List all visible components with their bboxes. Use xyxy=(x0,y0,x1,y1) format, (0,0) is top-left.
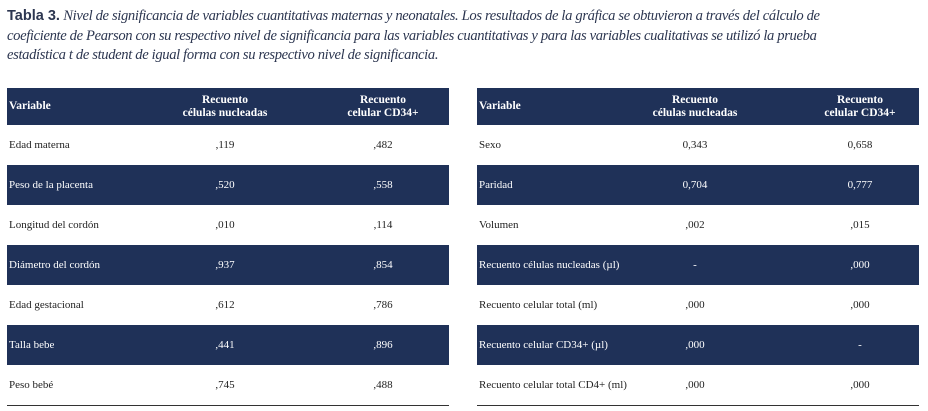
value-cell: ,015 xyxy=(850,218,870,231)
table-row: Peso bebé ,745 ,488 xyxy=(7,365,449,405)
variable-cell: Sexo xyxy=(479,138,501,151)
table-row: Recuento celular total CD4+ (ml) ,000 ,000 xyxy=(477,365,919,405)
table-row: Diámetro del cordón ,937 ,854 xyxy=(7,245,449,285)
caption-text: Nivel de significancia de variables cuan… xyxy=(63,8,820,24)
table-row: Paridad 0,704 0,777 xyxy=(477,165,919,205)
table-row: Peso de la placenta ,520 ,558 xyxy=(7,165,449,205)
value-cell: ,002 xyxy=(685,218,705,231)
table-row: Recuento celular CD34+ (µl) ,000 - xyxy=(477,325,919,365)
caption-label: Tabla 3. xyxy=(7,8,60,24)
caption-line: Tabla 3. Nivel de significancia de varia… xyxy=(7,8,925,25)
value-cell: 0,343 xyxy=(682,138,708,151)
value-cell: ,937 xyxy=(215,258,235,271)
value-cell: ,119 xyxy=(215,138,235,151)
variable-cell: Volumen xyxy=(479,218,519,231)
table-row: Edad materna ,119 ,482 xyxy=(7,125,449,165)
table-row: Volumen ,002 ,015 xyxy=(477,205,919,245)
variable-cell: Recuento celular total CD4+ (ml) xyxy=(479,378,627,391)
value-cell: ,000 xyxy=(850,378,870,391)
value-cell: ,488 xyxy=(373,378,393,391)
variable-cell: Recuento celular total (ml) xyxy=(479,298,598,311)
value-cell: 0,658 xyxy=(847,138,873,151)
value-cell: ,000 xyxy=(685,338,705,351)
variable-cell: Edad materna xyxy=(9,138,70,151)
table: Variable Recuento células nucleadas Recuen… xyxy=(477,88,919,406)
value-cell: ,000 xyxy=(850,298,870,311)
variable-cell: Recuento celular CD34+ (µl) xyxy=(479,338,608,351)
value-cell: ,520 xyxy=(215,178,235,191)
variable-cell: Talla bebe xyxy=(9,338,55,351)
value-cell: ,612 xyxy=(215,298,235,311)
caption-line: estadística t de student de igual forma … xyxy=(7,47,439,63)
table: Variable Recuento células nucleadas Recuen… xyxy=(7,88,449,406)
value-cell: ,896 xyxy=(373,338,393,351)
header-row: Variable Recuento células nucleadas Recuen… xyxy=(477,88,919,125)
header-row: Variable Recuento células nucleadas Recuen… xyxy=(7,88,449,125)
value-cell: ,745 xyxy=(215,378,235,391)
value-cell: ,854 xyxy=(373,258,393,271)
value-cell: - xyxy=(858,338,862,351)
header-cell: Recuento celular CD34+ xyxy=(347,93,419,119)
caption-line: coeficiente de Pearson con su respectivo… xyxy=(7,28,817,44)
table-row: Talla bebe ,441 ,896 xyxy=(7,325,449,365)
value-cell: ,558 xyxy=(373,178,393,191)
table-row: Recuento celular total (ml) ,000 ,000 xyxy=(477,285,919,325)
header-cell: Recuento células nucleadas xyxy=(652,93,738,119)
value-cell: ,000 xyxy=(685,378,705,391)
value-cell: ,010 xyxy=(215,218,235,231)
variable-cell: Paridad xyxy=(479,178,513,191)
value-cell: ,482 xyxy=(373,138,393,151)
header-cell: Variable xyxy=(9,100,51,112)
value-cell: 0,777 xyxy=(847,178,873,191)
header-cell: Variable xyxy=(479,100,521,112)
value-cell: - xyxy=(693,258,697,271)
variable-cell: Edad gestacional xyxy=(9,298,84,311)
variable-cell: Peso de la placenta xyxy=(9,178,93,191)
table-row: Recuento células nucleadas (µl) - ,000 xyxy=(477,245,919,285)
variable-cell: Longitud del cordón xyxy=(9,218,99,231)
value-cell: 0,704 xyxy=(682,178,708,191)
value-cell: ,114 xyxy=(373,218,393,231)
value-cell: ,000 xyxy=(850,258,870,271)
variable-cell: Diámetro del cordón xyxy=(9,258,101,271)
value-cell: ,441 xyxy=(215,338,235,351)
value-cell: ,000 xyxy=(685,298,705,311)
table-row: Edad gestacional ,612 ,786 xyxy=(7,285,449,325)
header-cell: Recuento celular CD34+ xyxy=(824,93,896,119)
table-row: Sexo 0,343 0,658 xyxy=(477,125,919,165)
value-cell: ,786 xyxy=(373,298,393,311)
variable-cell: Peso bebé xyxy=(9,378,54,391)
table-row: Longitud del cordón ,010 ,114 xyxy=(7,205,449,245)
variable-cell: Recuento células nucleadas (µl) xyxy=(479,258,620,271)
header-cell: Recuento células nucleadas xyxy=(182,93,268,119)
